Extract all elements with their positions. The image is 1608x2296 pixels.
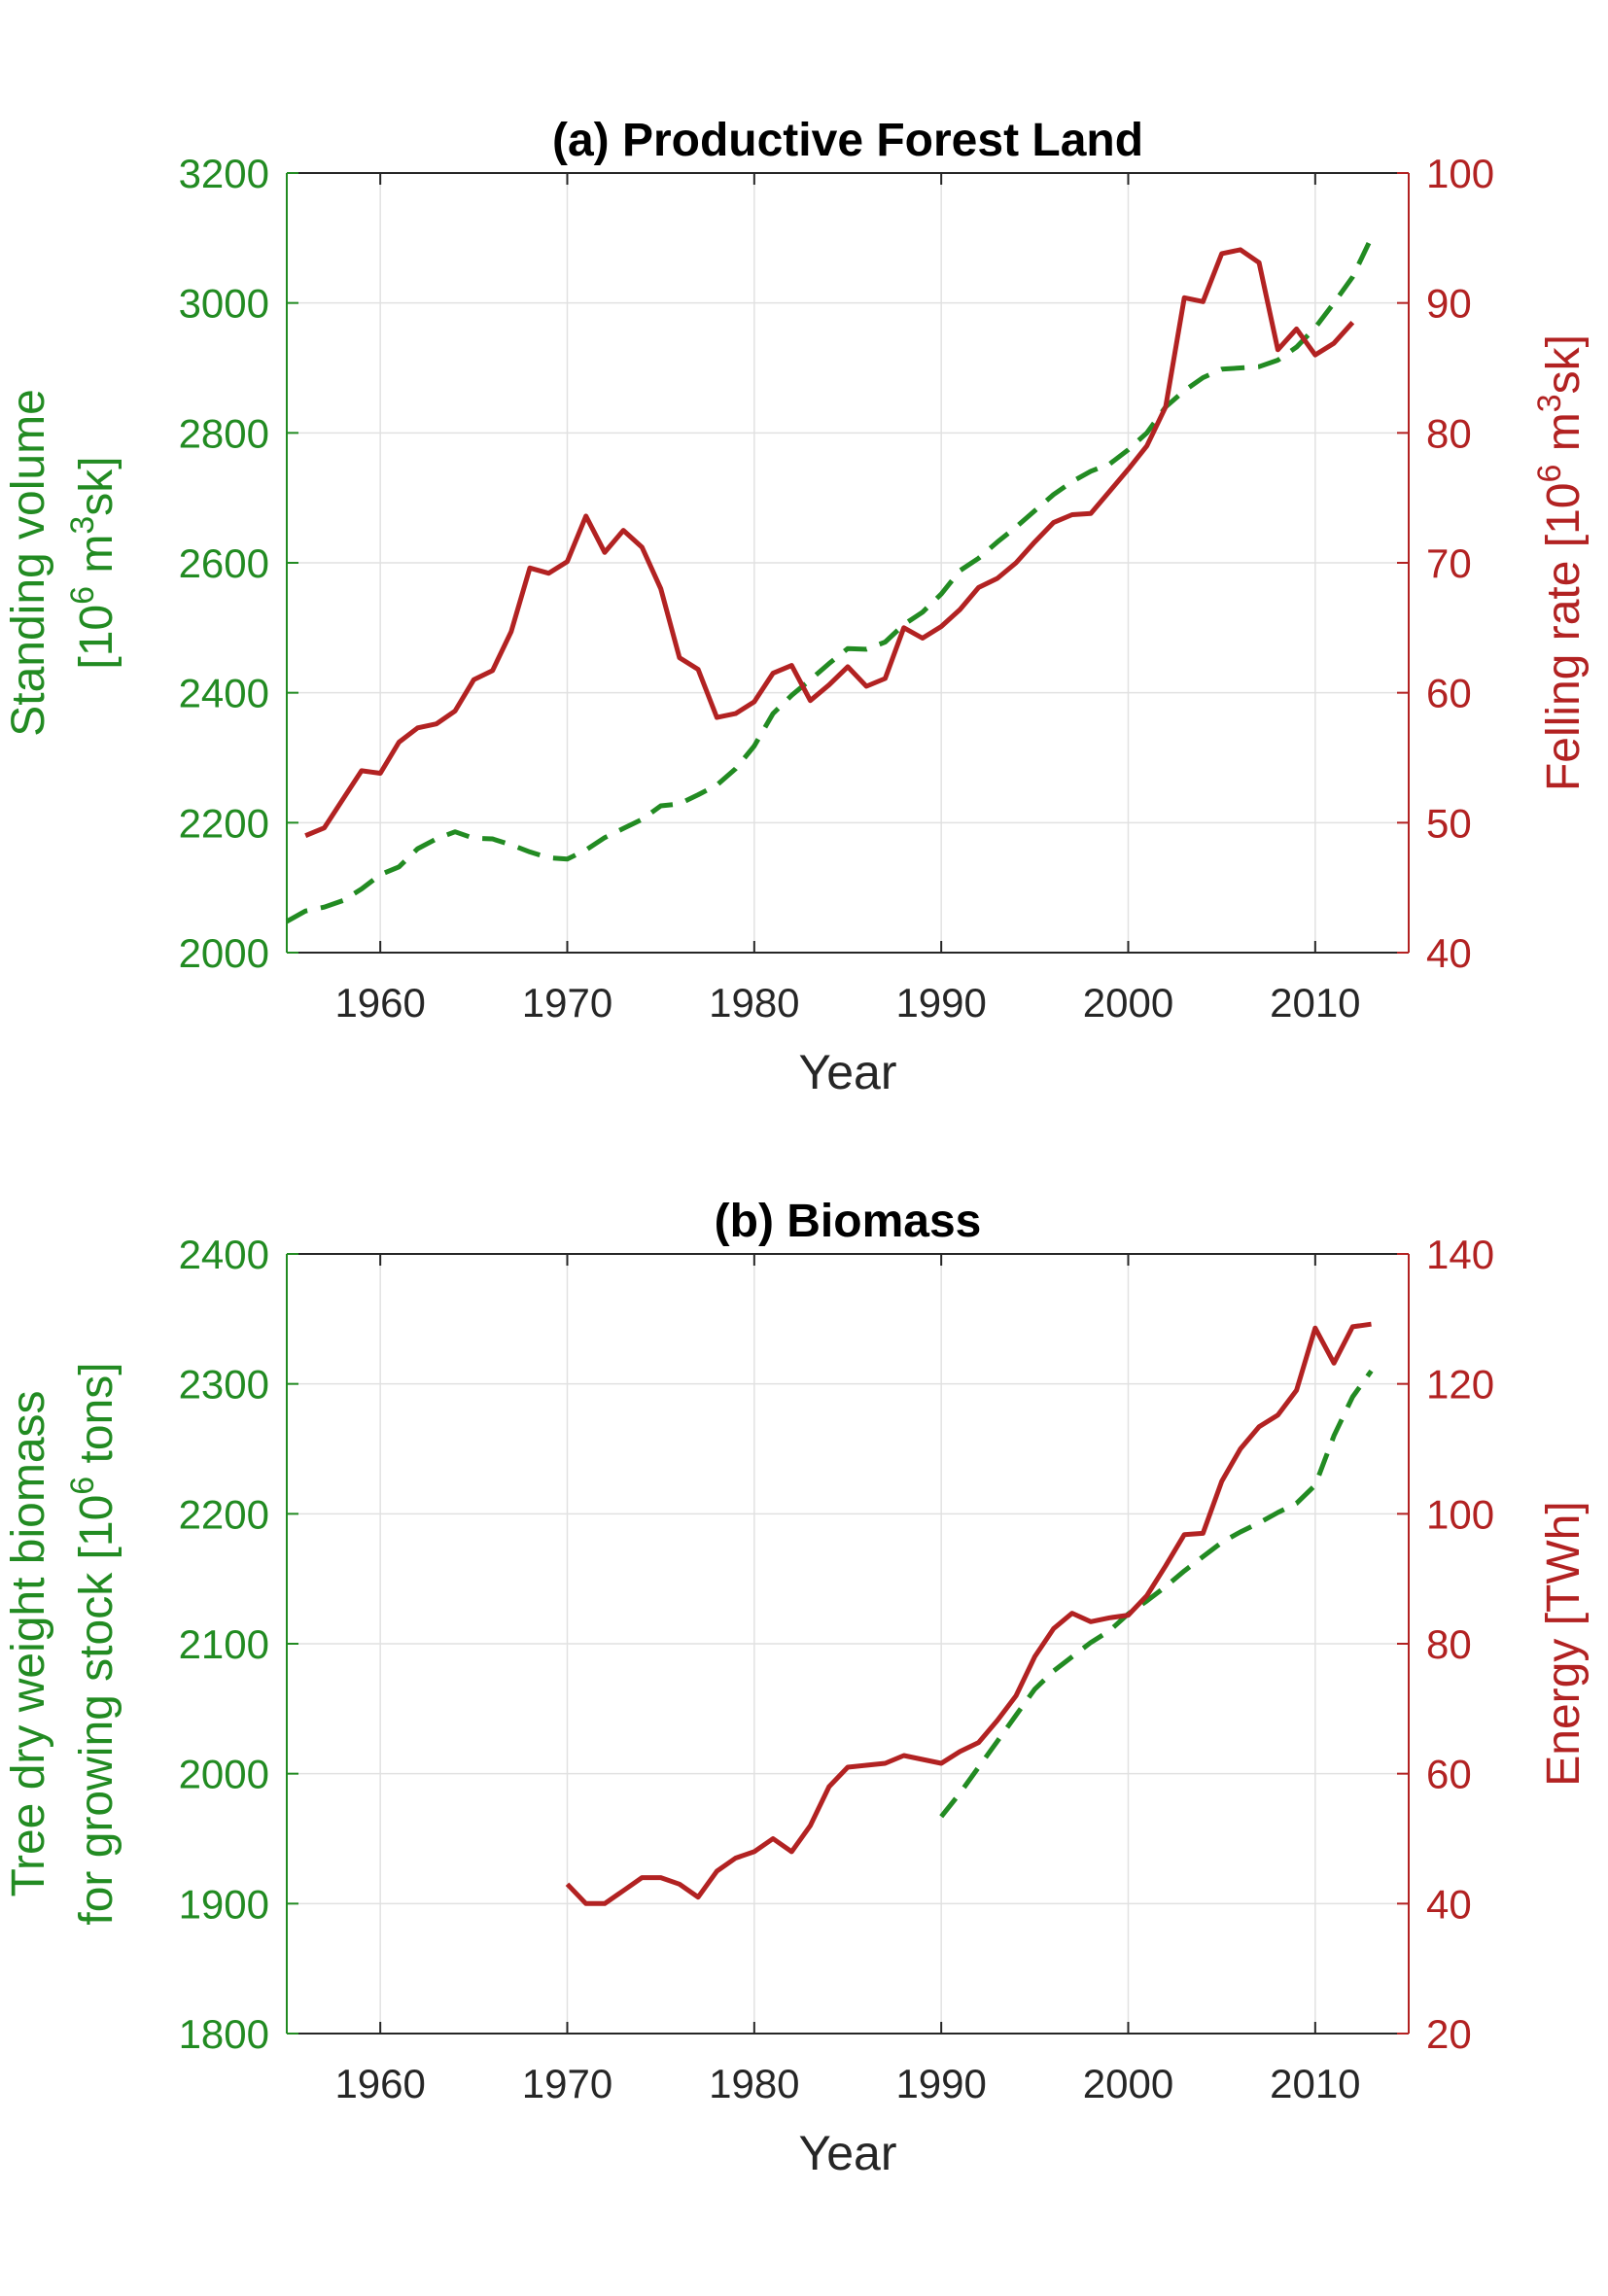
panel-a: 1960 1970 1980 1990 2000 2010 2000 2200 2400 2600… [3, 115, 1590, 1099]
x-tick-label: 2010 [1270, 980, 1360, 1026]
x-tick-label: 1960 [334, 980, 425, 1026]
left-y-tick-label: 2300 [179, 1362, 269, 1408]
x-tick-label: 2000 [1083, 2061, 1173, 2106]
left-y-tick-label: 3200 [179, 151, 269, 196]
left-y-axis-label: [106 m3sk] [64, 456, 122, 669]
chart-title: (a) Productive Forest Land [552, 115, 1143, 166]
left-y-tick-label: 1800 [179, 2011, 269, 2057]
series-line-left-dashed [285, 236, 1374, 924]
right-y-tick-label: 80 [1426, 410, 1472, 456]
left-y-tick-label: 2400 [179, 1232, 269, 1277]
right-y-tick-label: 100 [1426, 1491, 1494, 1537]
series-line-right-solid [565, 1321, 1372, 1906]
x-tick-label: 1970 [522, 980, 612, 1026]
x-tick-label: 1960 [334, 2061, 425, 2106]
right-y-tick-label: 120 [1426, 1362, 1494, 1408]
right-y-tick-label: 40 [1426, 930, 1472, 976]
x-tick-label: 1990 [895, 980, 986, 1026]
left-y-tick-label: 1900 [179, 1881, 269, 1927]
x-tick-label: 1980 [709, 2061, 799, 2106]
left-y-tick-label: 2200 [179, 800, 269, 846]
right-y-tick-label: 60 [1426, 1752, 1472, 1797]
series-line-right-solid [304, 247, 1355, 839]
x-tick-label: 1990 [895, 2061, 986, 2106]
left-y-tick-label: 2100 [179, 1621, 269, 1667]
right-y-tick-label: 40 [1426, 1881, 1472, 1927]
left-y-axis-label: for growing stock [106 tons] [64, 1362, 122, 1925]
right-y-tick-label: 70 [1426, 540, 1472, 586]
left-y-tick-label: 2600 [179, 540, 269, 586]
right-y-tick-label: 20 [1426, 2011, 1472, 2057]
series-line-left-dashed [939, 1369, 1374, 1819]
right-y-tick-label: 140 [1426, 1232, 1494, 1277]
right-y-axis-label: Energy [TWh] [1538, 1501, 1590, 1786]
left-y-tick-label: 2400 [179, 671, 269, 716]
left-y-axis-label: Standing volume [3, 389, 54, 737]
x-axis-label: Year [798, 2126, 896, 2180]
right-y-axis-label: Felling rate [106 m3sk] [1531, 334, 1590, 791]
right-y-tick-label: 90 [1426, 281, 1472, 327]
x-tick-label: 1980 [709, 980, 799, 1026]
x-axis-label: Year [798, 1045, 896, 1099]
panel-b: 1960 1970 1980 1990 2000 2010 1800 1900 2000 2100… [3, 1196, 1590, 2180]
left-y-tick-label: 3000 [179, 281, 269, 327]
x-tick-label: 2000 [1083, 980, 1173, 1026]
left-y-tick-label: 2800 [179, 410, 269, 456]
x-tick-label: 1970 [522, 2061, 612, 2106]
left-y-tick-label: 2000 [179, 930, 269, 976]
right-y-tick-label: 100 [1426, 151, 1494, 196]
chart-title: (b) Biomass [715, 1196, 982, 1247]
left-y-axis-label: Tree dry weight biomass [3, 1390, 54, 1896]
left-y-tick-label: 2000 [179, 1752, 269, 1797]
right-y-tick-label: 50 [1426, 800, 1472, 846]
x-tick-label: 2010 [1270, 2061, 1360, 2106]
right-y-tick-label: 80 [1426, 1621, 1472, 1667]
right-y-tick-label: 60 [1426, 671, 1472, 716]
left-y-tick-label: 2200 [179, 1491, 269, 1537]
